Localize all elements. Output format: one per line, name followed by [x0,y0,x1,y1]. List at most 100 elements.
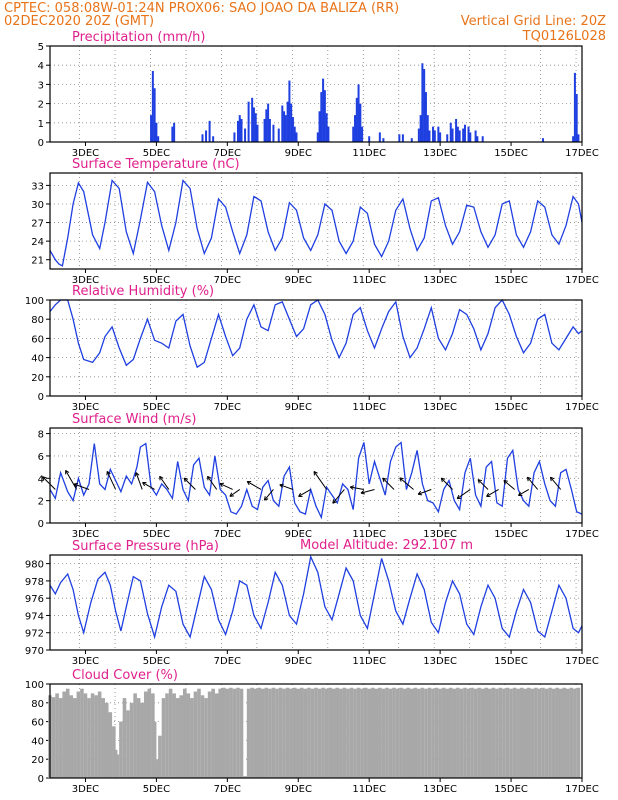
cloud-cover-bar [87,698,91,778]
humidity-x-tick-label: 11DEC [352,402,386,413]
wind-arrow [73,482,90,490]
wind-x-tick-label: 7DEC [214,529,241,540]
wind-arrow [517,489,530,496]
cloud-cover-bar [445,688,450,778]
cloud-cover-bar [158,735,162,778]
cloud-cover-bar [236,687,240,778]
cloud-cover-bar [275,688,279,778]
cloud-cover-bar [495,688,499,778]
wind-x-tick-label: 15DEC [494,529,528,540]
cloud-cover-bar [80,688,84,778]
cloud-cover-bar [399,687,403,778]
cloud-cover-bar [477,687,481,778]
cloud-cover-bar [566,688,570,778]
precipitation-bar [476,136,479,142]
cloud-cover-bar [356,687,361,778]
cloud-cover-bar [342,687,347,778]
temperature-series-line [49,178,583,267]
cloud-cover-bar [374,688,379,778]
cloud-cover-bar [83,693,88,778]
precipitation-bar [212,136,215,142]
wind-arrow [42,476,56,490]
cloud-cover-bar [555,687,559,778]
wind-arrow [486,489,499,497]
cloud-cover-bar [229,687,233,778]
precipitation-bar [267,103,270,142]
pressure-frame [49,554,583,651]
precipitation-title: Precipitation (mm/h) [72,30,205,45]
wind-title: Surface Wind (m/s) [72,412,196,427]
cloud-cover-bar [122,698,127,778]
pressure-x-tick-label: 7DEC [214,656,241,667]
cloud-cover-bar [221,687,226,778]
cloud-cover-bar [168,688,173,778]
cloud-cover-bar [136,698,141,778]
cloud-cover-bar [417,688,421,778]
precipitation-bar [295,132,298,142]
wind-y-tick-label: 0 [38,519,44,530]
cloud-cover-bar [388,688,393,778]
precipitation-bar [322,78,325,142]
cloud-cover-bar [530,688,535,778]
cloud-cover-bar [115,754,120,778]
cloud-cover-panel: Cloud Cover (%) 0 20 40 60 80 100 3DEC 5DEC 7DEC 9… [25,668,599,795]
cloud-cover-bar [214,693,219,778]
precipitation-bar [251,97,254,142]
precipitation-bar [254,113,257,142]
pressure-y-tick-label: 974 [25,611,44,622]
pressure-x-tick-label: 17DEC [565,656,599,667]
cloud-cover-bar [534,687,538,778]
wind-arrow [440,477,453,490]
precipitation-x-tick-label: 7DEC [214,148,241,159]
wind-arrow [229,489,241,497]
precipitation-bar [233,132,236,142]
cloud-cover-bar [292,687,297,778]
precipitation-bar [423,69,426,142]
cloud-cover-bar [463,687,467,778]
cloud-cover-bar [97,691,102,778]
precipitation-bar [426,115,429,142]
cloud-cover-bar [328,687,332,778]
cloud-cover-bar [448,687,453,778]
cloud-cover-bar [537,688,542,778]
wind-arrow [142,481,155,490]
precipitation-bar [451,128,454,142]
precipitation-bar [361,126,364,142]
precipitation-y-tick-label: 3 [38,80,44,91]
cloud-cover-frame [49,683,583,779]
cloud-cover-bar [335,687,340,778]
wind-y-tick-label: 8 [38,430,44,441]
cloud-cover-bar [363,687,368,778]
precipitation-bar [236,120,239,142]
wind-y-tick-label: 2 [38,497,44,508]
cloud-cover-bar [466,688,471,778]
temperature-x-tick-label: 15DEC [494,275,528,286]
wind-x-tick-label: 9DEC [285,529,312,540]
precipitation-bar [378,132,381,142]
humidity-y-tick-label: 60 [31,334,44,345]
temperature-y-tick-label: 30 [31,200,44,211]
cloud-cover-y-tick-label: 0 [38,774,44,785]
cloud-cover-bar [225,688,230,778]
precipitation-bar [463,124,466,142]
precipitation-bar [458,130,461,142]
precipitation-bar [327,126,330,142]
precipitation-bar [352,126,355,142]
humidity-y-tick-label: 80 [31,315,44,326]
cloud-cover-bar [175,698,180,778]
precipitation-bar [401,134,404,142]
cloud-cover-bar [505,687,510,778]
wind-arrow [246,480,262,490]
pressure-panel: Surface Pressure (hPa) 970 972 974 976 978 980… [25,539,599,667]
wind-arrow [313,471,328,490]
temperature-x-tick-label: 5DEC [143,275,170,286]
precipitation-bar [208,120,211,142]
cloud-cover-bar [324,688,329,778]
cloud-cover-bar [200,695,205,778]
precipitation-bar [355,97,358,142]
precipitation-bar [320,92,323,142]
precipitation-bar [419,115,422,142]
precipitation-bar [368,136,371,142]
cloud-cover-y-tick-label: 20 [31,755,44,766]
